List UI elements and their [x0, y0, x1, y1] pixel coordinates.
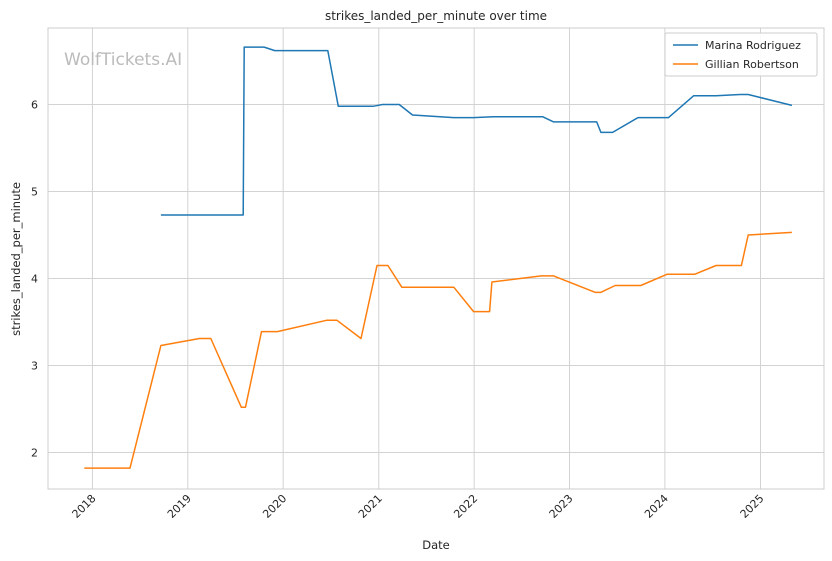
legend-label-gillian-robertson: Gillian Robertson: [705, 58, 799, 71]
series-line-gillian-robertson: [84, 231, 792, 469]
plot-frame: [47, 27, 825, 490]
legend-box: [664, 32, 818, 77]
y-tick-label: 6: [31, 99, 38, 112]
x-tick-label: 2019: [165, 492, 194, 521]
series-lines: [84, 46, 793, 469]
y-tick-label: 4: [31, 273, 38, 286]
y-tick-label: 3: [31, 359, 38, 372]
legend: Marina Rodriguez Gillian Robertson: [664, 32, 818, 77]
x-axis-title: Date: [422, 538, 450, 552]
x-tick-label: 2025: [738, 492, 767, 521]
x-tick-label: 2022: [451, 492, 480, 521]
series-line-marina-rodriguez: [160, 46, 793, 216]
y-tick-label: 5: [31, 186, 38, 199]
x-axis-ticks: 2018 2019 2020 2021 2022 2023 2024 2025: [70, 492, 767, 521]
y-axis-ticks: 2 3 4 5 6: [31, 99, 38, 460]
legend-label-marina-rodriguez: Marina Rodriguez: [705, 39, 801, 52]
watermark-text: WolfTickets.AI: [64, 50, 182, 70]
chart-title: strikes_landed_per_minute over time: [325, 9, 547, 23]
x-tick-label: 2021: [356, 492, 385, 521]
y-tick-label: 2: [31, 446, 38, 459]
y-axis-title: strikes_landed_per_minute: [9, 182, 23, 336]
x-tick-label: 2020: [260, 492, 289, 521]
x-tick-label: 2023: [547, 492, 576, 521]
x-tick-label: 2018: [70, 492, 99, 521]
x-tick-label: 2024: [642, 492, 671, 521]
grid: [48, 28, 824, 489]
